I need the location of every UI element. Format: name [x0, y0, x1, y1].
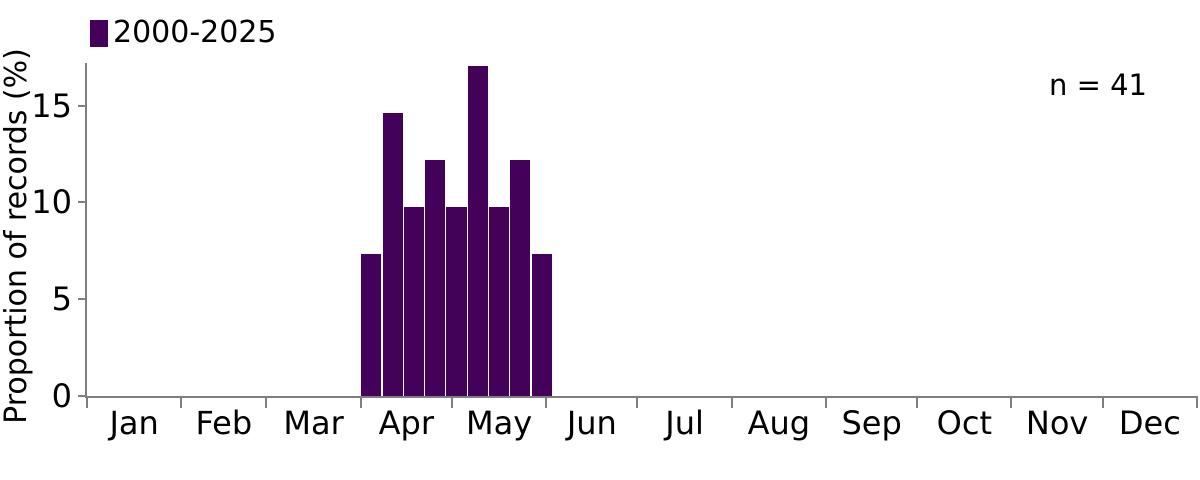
x-tick-label: Dec: [1118, 404, 1181, 442]
bar: [489, 207, 510, 396]
x-tick-label: Oct: [936, 404, 992, 442]
x-tick-label: Feb: [195, 404, 253, 442]
x-tick-label: Apr: [378, 404, 434, 442]
x-tick-label: Jan: [109, 404, 159, 442]
x-tick: [824, 396, 827, 408]
bar: [446, 207, 467, 396]
legend: 2000-2025: [90, 18, 277, 48]
x-tick-label: Sep: [841, 404, 902, 442]
y-axis-line: [85, 63, 87, 398]
x-tick: [265, 396, 268, 408]
sample-size-label: n = 41: [1048, 68, 1147, 102]
x-tick: [86, 396, 88, 408]
x-tick-label: Jul: [665, 404, 704, 442]
y-tick: [78, 298, 86, 301]
y-tick: [78, 201, 86, 204]
x-tick: [1010, 396, 1013, 408]
x-tick-label: May: [465, 404, 533, 442]
x-tick: [545, 396, 548, 408]
x-tick: [1101, 396, 1104, 408]
x-tick-label: Nov: [1025, 404, 1089, 442]
x-tick: [916, 396, 919, 408]
x-tick: [636, 396, 639, 408]
y-tick-label: 0: [51, 377, 72, 415]
y-tick: [78, 104, 86, 107]
y-tick: [78, 395, 86, 397]
bar: [382, 112, 403, 396]
x-tick-label: Aug: [747, 404, 811, 442]
x-tick: [450, 396, 453, 408]
legend-label: 2000-2025: [113, 15, 277, 50]
bar: [531, 254, 552, 396]
x-tick: [1196, 396, 1198, 408]
bar: [403, 207, 424, 396]
x-tick: [359, 396, 362, 408]
legend-swatch: [90, 19, 108, 47]
bar: [510, 159, 531, 396]
y-tick-label: 5: [51, 280, 72, 319]
bar: [467, 65, 488, 396]
x-tick-label: Jun: [566, 404, 617, 442]
x-tick: [180, 396, 183, 408]
x-tick: [730, 396, 733, 408]
y-tick-label: 15: [31, 86, 72, 125]
bar: [425, 159, 446, 396]
y-tick-label: 10: [31, 183, 72, 222]
x-tick-label: Mar: [283, 404, 344, 442]
x-axis-line: [85, 396, 1198, 398]
bar: [361, 254, 382, 396]
